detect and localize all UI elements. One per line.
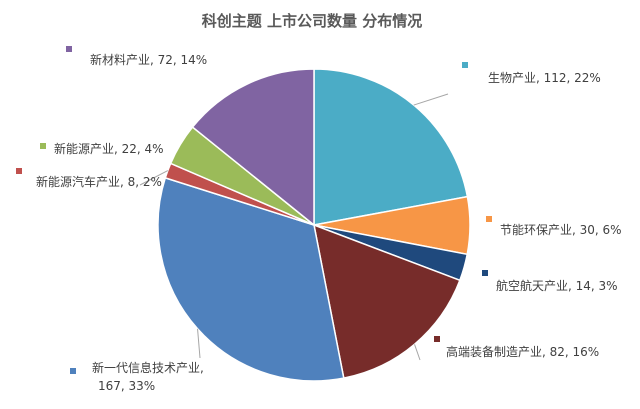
data-label-4: 高端装备制造产业, 82, 16%	[446, 344, 599, 359]
label-marker-4	[434, 336, 440, 342]
data-label-2: 节能环保产业, 30, 6%	[500, 223, 622, 237]
leader-lines	[139, 93, 449, 361]
data-label-3: 航空航天产业, 14, 3%	[496, 278, 618, 293]
leader-line-4	[414, 344, 421, 361]
leader-line-6	[139, 170, 169, 186]
label-marker-7	[40, 143, 46, 149]
leader-line-1	[413, 93, 449, 106]
label-marker-2	[486, 216, 492, 222]
label-marker-1	[462, 62, 468, 68]
data-label-7: 新能源产业, 22, 4%	[54, 141, 164, 156]
data-label-1: 生物产业, 112, 22%	[488, 71, 601, 85]
label-marker-8	[66, 46, 72, 52]
leader-line-5	[197, 328, 201, 359]
data-label-5: 新一代信息技术产业, 167, 33%	[92, 360, 204, 393]
data-labels: 生物产业, 112, 22% 节能环保产业, 30, 6% 航空航天产业, 14, …	[16, 46, 622, 393]
pie-slice-8	[191, 68, 315, 227]
data-label-6: 新能源汽车产业, 8, 2%	[36, 174, 162, 189]
label-marker-6	[16, 168, 22, 174]
data-label-8: 新材料产业, 72, 14%	[90, 52, 207, 67]
pie-slice-1	[313, 68, 469, 226]
chart-title: 科创主题 上市公司数量 分布情况	[202, 12, 422, 30]
label-marker-5	[70, 368, 76, 374]
pie-slices	[157, 68, 471, 382]
label-marker-3	[482, 270, 488, 276]
